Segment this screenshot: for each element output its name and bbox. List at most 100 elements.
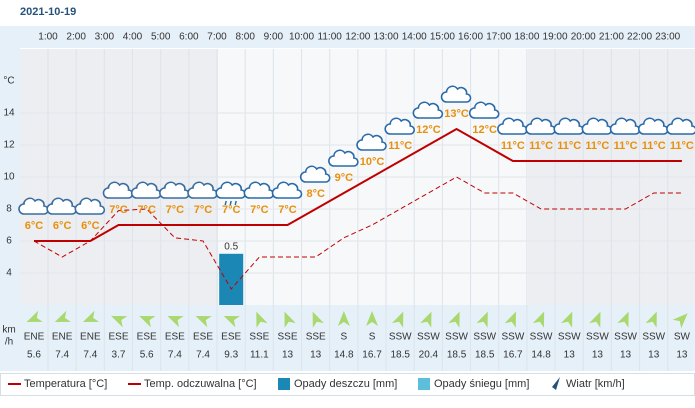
wind-speed: 11.1 bbox=[250, 350, 269, 361]
y-tick-label: 4 bbox=[6, 268, 12, 279]
temperature-label: 7°C bbox=[166, 204, 185, 216]
wind-arrow-shape bbox=[672, 313, 688, 329]
cloud bbox=[271, 181, 303, 199]
wind-arrow bbox=[476, 311, 488, 328]
hour-label: 8:00 bbox=[235, 32, 255, 43]
hour-label: 12:00 bbox=[345, 32, 370, 43]
wind-arrow-shape bbox=[54, 310, 71, 323]
cloud bbox=[74, 197, 106, 215]
cloud bbox=[299, 165, 331, 183]
legend-swatch bbox=[278, 378, 290, 390]
wind-direction: ESE bbox=[193, 332, 213, 343]
y-axis-label: °C bbox=[3, 76, 14, 87]
wind-arrow bbox=[82, 310, 100, 323]
wind-direction: SSE bbox=[249, 332, 269, 343]
hour-label: 5:00 bbox=[151, 32, 171, 43]
wind-arrow bbox=[195, 315, 212, 328]
temperature-label: 11°C bbox=[585, 140, 609, 152]
temperature-label: 7°C bbox=[222, 204, 241, 216]
wind-speed: 14.8 bbox=[531, 350, 551, 361]
wind-direction: S bbox=[369, 332, 376, 343]
temperature-label: 7°C bbox=[109, 204, 128, 216]
temperature-label: 6°C bbox=[25, 220, 44, 232]
weather-icon bbox=[46, 197, 77, 215]
temperature-label: 11°C bbox=[529, 140, 553, 152]
wind-speed: 5.6 bbox=[140, 350, 154, 361]
hour-label: 23:00 bbox=[655, 32, 680, 43]
wind-arrow bbox=[645, 311, 657, 328]
wind-speed: 7.4 bbox=[196, 350, 210, 361]
wind-direction: ESE bbox=[165, 332, 185, 343]
wind-arrow-shape bbox=[391, 311, 404, 328]
temperature-line bbox=[34, 127, 682, 242]
hour-label: 11:00 bbox=[318, 32, 343, 43]
wind-arrow bbox=[139, 315, 156, 328]
hour-label: 1:00 bbox=[38, 32, 58, 43]
wind-arrow bbox=[672, 313, 688, 329]
wind-direction: ESE bbox=[137, 332, 157, 343]
hour-label: 7:00 bbox=[207, 32, 227, 43]
wind-direction: SSW bbox=[445, 332, 468, 343]
wind-arrow bbox=[366, 311, 379, 326]
wind-arrow-shape bbox=[312, 311, 324, 328]
hour-label: 3:00 bbox=[95, 32, 115, 43]
legend-wind-icon bbox=[552, 377, 560, 390]
wind-arrow bbox=[504, 311, 516, 328]
hour-label: 10:00 bbox=[289, 32, 314, 43]
wind-unit: km bbox=[2, 325, 15, 336]
wind-direction: ENE bbox=[80, 332, 101, 343]
hour-label: 20:00 bbox=[571, 32, 596, 43]
wind-speed: 18.5 bbox=[475, 350, 495, 361]
weather-icon bbox=[299, 165, 331, 183]
wind-direction: ENE bbox=[24, 332, 45, 343]
wind-arrow-shape bbox=[561, 311, 573, 328]
temperature-label: 11°C bbox=[388, 140, 412, 152]
weather-icon bbox=[187, 181, 218, 199]
temperature-label: 6°C bbox=[81, 220, 100, 232]
wind-arrow-shape bbox=[111, 315, 128, 328]
wind-speed: 13 bbox=[564, 350, 576, 361]
wind-arrow-shape bbox=[617, 311, 629, 328]
temperature-label: 7°C bbox=[194, 204, 213, 216]
weather-icon bbox=[412, 101, 444, 119]
temperature-label: 7°C bbox=[250, 204, 269, 216]
wind-speed: 20.4 bbox=[419, 350, 439, 361]
wind-direction: ESE bbox=[109, 332, 129, 343]
hour-label: 18:00 bbox=[514, 32, 539, 43]
weather-icon bbox=[102, 181, 134, 199]
weather-icon bbox=[159, 181, 190, 199]
y-tick-label: 8 bbox=[6, 204, 12, 215]
legend-label: Temperatura [°C] bbox=[24, 378, 107, 390]
wind-arrow-shape bbox=[26, 310, 43, 323]
precip-label: 0.5 bbox=[224, 241, 238, 252]
hour-label: 13:00 bbox=[374, 32, 399, 43]
weather-icon bbox=[384, 117, 415, 135]
legend-label: Wiatr [km/h] bbox=[566, 378, 625, 390]
wind-direction: SSW bbox=[586, 332, 609, 343]
hour-label: 16:00 bbox=[458, 32, 483, 43]
wind-arrow-shape bbox=[337, 311, 350, 326]
hour-label: 2:00 bbox=[66, 32, 86, 43]
temperature-label: 12°C bbox=[416, 124, 441, 136]
rain-drop bbox=[224, 200, 227, 206]
rain-drop bbox=[234, 200, 237, 206]
wind-unit: /h bbox=[5, 337, 13, 348]
date-title: 2021-10-19 bbox=[20, 6, 76, 18]
wind-arrow-shape bbox=[284, 311, 296, 328]
wind-speed: 13 bbox=[310, 350, 322, 361]
legend-swatch bbox=[418, 378, 430, 390]
y-tick-label: 14 bbox=[3, 108, 15, 119]
wind-arrow-shape bbox=[167, 315, 184, 328]
temperature-label: 8°C bbox=[306, 188, 325, 200]
wind-direction: SSW bbox=[530, 332, 553, 343]
weather-icon bbox=[328, 149, 359, 167]
wind-arrow-shape bbox=[476, 311, 488, 328]
wind-arrow bbox=[561, 311, 573, 328]
wind-speed: 18.5 bbox=[390, 350, 410, 361]
wind-arrow bbox=[312, 311, 324, 328]
wind-arrow bbox=[617, 311, 629, 328]
weather-icon bbox=[271, 181, 303, 199]
hour-label: 9:00 bbox=[264, 32, 284, 43]
wind-direction: SSW bbox=[642, 332, 665, 343]
